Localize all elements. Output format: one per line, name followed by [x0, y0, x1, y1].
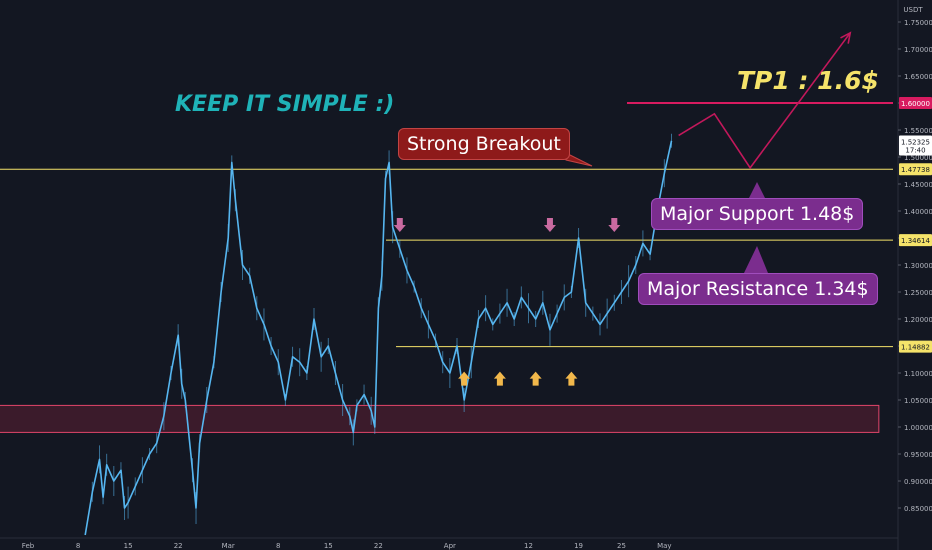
x-tick-label: 22: [174, 542, 183, 550]
down-arrow-icon: [608, 218, 621, 232]
y-tick-label: 1.50000: [904, 154, 932, 162]
x-tick-label: 15: [124, 542, 133, 550]
resistance-pointer: [744, 246, 768, 273]
y-tick-label: 1.25000: [904, 289, 932, 297]
price-axis-panel: [898, 0, 932, 550]
major-resistance-callout: Major Resistance 1.34$: [638, 273, 878, 305]
y-tick-label: 1.10000: [904, 370, 932, 378]
up-arrow-icon: [493, 371, 506, 386]
x-tick-label: 22: [374, 542, 383, 550]
support-pointer: [749, 182, 765, 198]
y-tick-label: 1.45000: [904, 181, 932, 189]
tp-level-tag: [899, 97, 932, 109]
x-tick-label: Mar: [222, 542, 235, 550]
price-level-label: 1.60000: [901, 100, 930, 108]
price-level-label: 1.34614: [901, 237, 930, 245]
x-tick-label: Apr: [444, 542, 456, 550]
y-tick-label: 1.65000: [904, 73, 932, 81]
price-level-label: 1.14882: [901, 344, 930, 352]
y-tick-label: 1.70000: [904, 46, 932, 54]
y-tick-label: 0.85000: [904, 505, 932, 513]
major-support-callout: Major Support 1.48$: [651, 198, 864, 230]
y-tick-label: 1.55000: [904, 127, 932, 135]
keep-it-simple-text: KEEP IT SIMPLE :): [175, 92, 395, 117]
x-tick-label: 15: [324, 542, 333, 550]
projection-path: [678, 32, 851, 170]
x-tick-label: 12: [524, 542, 533, 550]
price-level-tag: [899, 340, 932, 353]
x-tick-label: 25: [617, 542, 626, 550]
price-series-line: [84, 140, 673, 536]
tp1-text: TP1 : 1.6$: [737, 66, 879, 95]
y-tick-label: 1.40000: [904, 208, 932, 216]
current-price-label: 1.52325: [901, 138, 930, 146]
y-tick-label: 0.95000: [904, 451, 932, 459]
down-arrow-icon: [543, 218, 556, 232]
current-price-tag: [899, 135, 932, 156]
y-tick-label: 1.30000: [904, 262, 932, 270]
y-tick-label: 1.75000: [904, 19, 932, 27]
y-tick-label: 1.05000: [904, 397, 932, 405]
up-arrow-icon: [529, 371, 542, 386]
currency-label: USDT: [903, 6, 923, 14]
price-level-label: 1.47738: [901, 166, 930, 174]
strong-breakout-callout: Strong Breakout: [398, 128, 570, 160]
x-tick-label: May: [657, 542, 671, 550]
y-tick-label: 0.90000: [904, 478, 932, 486]
projection-arrowhead: [840, 31, 852, 44]
support-zone: [0, 404, 880, 433]
x-tick-label: 19: [574, 542, 583, 550]
down-arrow-icon: [393, 218, 406, 232]
y-tick-label: 1.00000: [904, 424, 932, 432]
current-time-label: 17:40: [905, 146, 925, 154]
x-tick-label: Feb: [22, 542, 35, 550]
x-tick-label: 8: [276, 542, 280, 550]
y-tick-label: 1.20000: [904, 316, 932, 324]
up-arrow-icon: [565, 371, 578, 386]
price-level-tag: [899, 163, 932, 176]
price-level-tag: [899, 234, 932, 247]
x-tick-label: 8: [76, 542, 80, 550]
up-arrow-icon: [458, 371, 471, 386]
